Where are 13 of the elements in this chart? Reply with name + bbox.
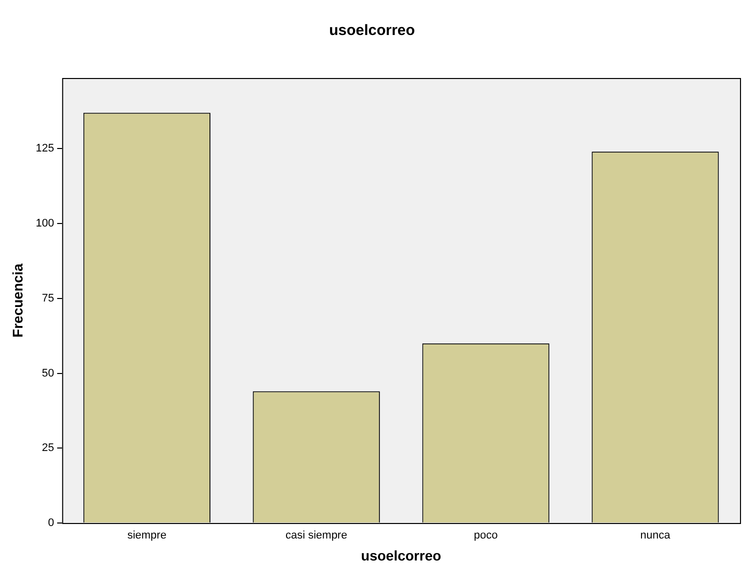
y-tick-label: 25 — [42, 442, 54, 454]
x-tick-label: nunca — [640, 530, 672, 542]
x-tick-label: casi siempre — [285, 530, 348, 542]
y-tick-label: 50 — [42, 367, 54, 380]
y-tick-label: 0 — [48, 517, 54, 530]
chart-title: usoelcorreo — [329, 22, 415, 40]
y-tick-label: 75 — [42, 292, 54, 304]
y-tick-label: 100 — [36, 218, 54, 230]
y-axis-title: Frecuencia — [9, 263, 26, 338]
x-tick-label: poco — [474, 530, 498, 542]
x-axis-title: usoelcorreo — [361, 547, 442, 564]
y-tick-label: 125 — [36, 142, 54, 155]
x-tick-label: siempre — [127, 530, 166, 542]
